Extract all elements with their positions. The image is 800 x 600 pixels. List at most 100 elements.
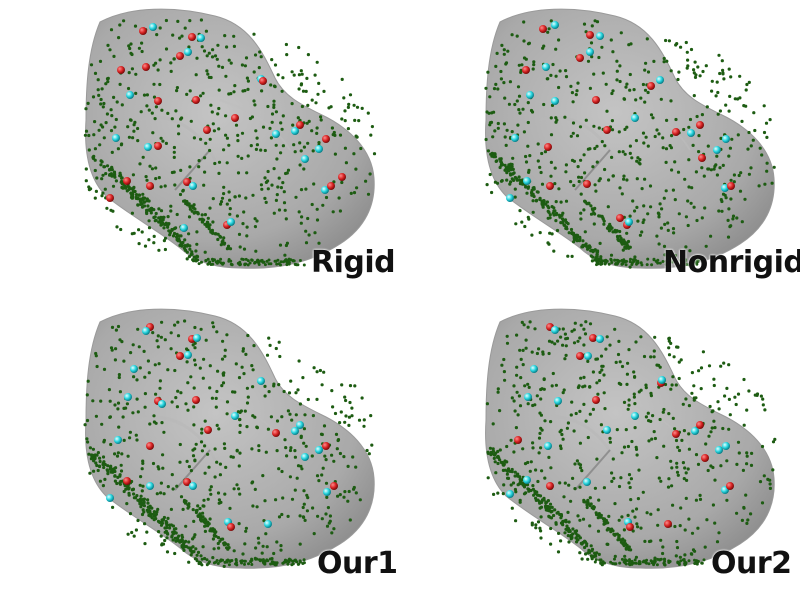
- target-landmark-red: [296, 121, 304, 129]
- registered-landmark-cyan: [691, 427, 699, 435]
- vessel-point: [148, 422, 152, 426]
- target-landmark-red: [726, 482, 734, 490]
- vessel-point: [234, 123, 239, 127]
- vessel-point: [218, 234, 222, 238]
- target-landmark-red: [146, 182, 154, 190]
- registered-landmark-cyan: [554, 397, 562, 405]
- vessel-point: [531, 484, 535, 488]
- vessel-point: [549, 19, 553, 23]
- vessel-point: [272, 84, 277, 88]
- vessel-point: [245, 425, 249, 429]
- vessel-point: [552, 209, 556, 213]
- vessel-point: [166, 516, 170, 520]
- vessel-point: [255, 557, 259, 561]
- liver-surface: [85, 308, 375, 569]
- vessel-point: [564, 518, 568, 522]
- vessel-point: [253, 217, 257, 221]
- vessel-point: [191, 545, 195, 549]
- vessel-point: [647, 562, 651, 566]
- vessel-point: [118, 171, 122, 175]
- vessel-point: [111, 505, 115, 509]
- vessel-point: [360, 396, 364, 400]
- vessel-point: [625, 259, 628, 263]
- vessel-point: [310, 98, 314, 102]
- vessel-point: [181, 544, 185, 548]
- vessel-point: [523, 462, 528, 466]
- vessel-point: [732, 180, 736, 184]
- vessel-point: [692, 68, 696, 72]
- vessel-point: [91, 399, 95, 403]
- vessel-point: [156, 68, 160, 72]
- vessel-point: [260, 187, 264, 191]
- vessel-point: [524, 154, 528, 159]
- vessel-point: [546, 508, 550, 512]
- vessel-point: [251, 504, 255, 508]
- vessel-point: [644, 386, 648, 390]
- vessel-point: [233, 84, 237, 88]
- vessel-point: [700, 561, 704, 565]
- vessel-point: [146, 498, 150, 502]
- vessel-point: [270, 120, 274, 124]
- vessel-point: [768, 482, 772, 486]
- vessel-point: [316, 514, 320, 518]
- vessel-point: [254, 249, 258, 253]
- vessel-point: [641, 82, 645, 87]
- vessel-point: [539, 446, 543, 450]
- vessel-point: [251, 385, 255, 389]
- vessel-point: [673, 198, 677, 202]
- registered-landmark-cyan: [323, 488, 331, 496]
- vessel-point: [553, 342, 557, 346]
- vessel-point: [158, 520, 162, 524]
- vessel-point: [163, 184, 167, 188]
- vessel-point: [663, 222, 667, 226]
- vessel-point: [219, 202, 223, 206]
- vessel-point: [667, 39, 671, 43]
- vessel-point: [115, 225, 119, 229]
- vessel-point: [199, 327, 203, 331]
- vessel-point: [526, 382, 530, 386]
- vessel-point: [635, 177, 639, 181]
- vessel-point: [619, 476, 623, 480]
- vessel-point: [708, 404, 712, 409]
- vessel-point: [306, 496, 310, 500]
- vessel-point: [154, 218, 158, 222]
- vessel-point: [571, 527, 575, 531]
- vessel-point: [243, 409, 247, 413]
- vessel-point: [270, 112, 275, 116]
- vessel-point: [141, 196, 145, 200]
- vessel-point: [274, 563, 278, 567]
- vessel-point: [263, 384, 267, 388]
- vessel-point: [595, 254, 599, 258]
- registered-landmark-cyan: [149, 23, 157, 31]
- vessel-point: [243, 64, 247, 68]
- vessel-point: [369, 414, 373, 418]
- vessel-point: [294, 391, 298, 395]
- vessel-point: [282, 389, 286, 394]
- vessel-point: [250, 258, 254, 262]
- vessel-point: [213, 232, 217, 236]
- vessel-point: [640, 263, 644, 267]
- vessel-point: [211, 48, 215, 52]
- vessel-point: [252, 70, 256, 74]
- vessel-point: [597, 498, 601, 502]
- registered-landmark-cyan: [586, 48, 594, 56]
- vessel-point: [630, 439, 634, 444]
- vessel-point: [610, 226, 614, 230]
- vessel-point: [621, 150, 625, 154]
- vessel-point: [253, 53, 258, 57]
- vessel-point: [87, 185, 91, 189]
- panel-nonrigid: Nonrigid: [400, 0, 800, 300]
- vessel-point-cloud: [484, 19, 776, 269]
- vessel-point: [521, 447, 525, 451]
- vessel-point: [94, 414, 98, 418]
- vessel-point: [242, 210, 246, 214]
- vessel-point: [660, 207, 664, 211]
- vessel-point: [152, 95, 157, 99]
- vessel-point: [222, 442, 226, 446]
- vessel-point: [524, 338, 528, 342]
- vessel-point: [564, 220, 569, 224]
- vessel-point: [155, 339, 159, 343]
- vessel-point: [240, 559, 244, 563]
- vessel-point: [547, 339, 552, 343]
- vessel-point: [649, 394, 653, 398]
